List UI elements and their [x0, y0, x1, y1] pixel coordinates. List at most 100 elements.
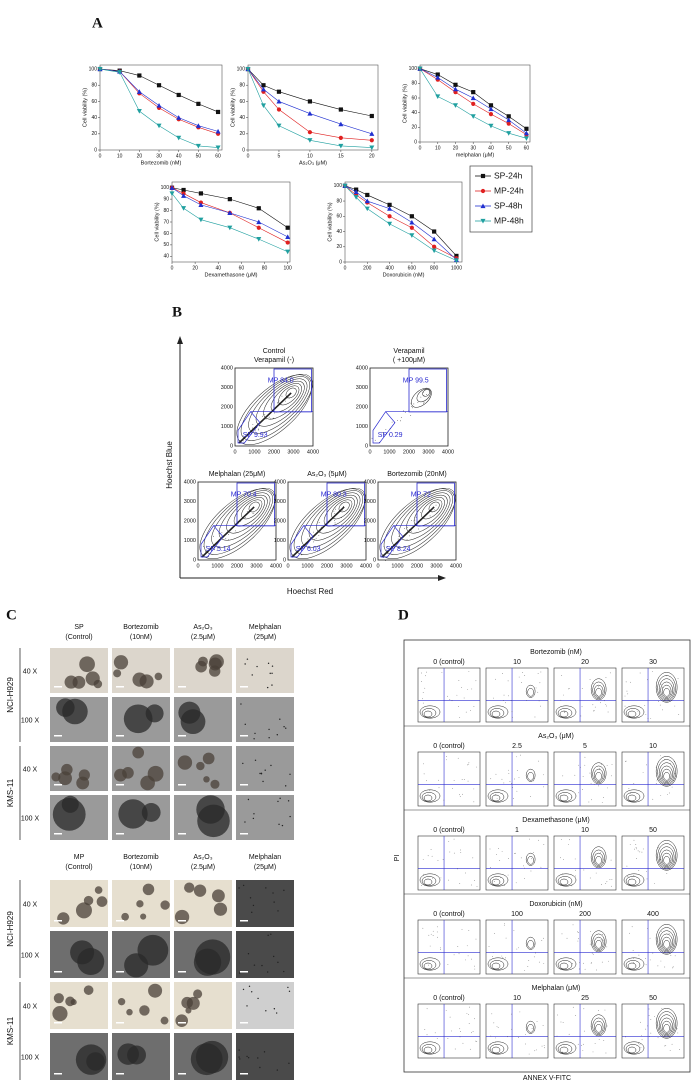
event-dot	[474, 965, 475, 967]
marker	[227, 197, 232, 202]
y-tick-label: 40	[411, 110, 417, 116]
x-tick-label: 4000	[270, 563, 282, 569]
cell-dot	[273, 1008, 276, 1010]
marker	[136, 109, 142, 114]
event-dot	[318, 535, 320, 536]
contour	[419, 957, 441, 971]
y-tick-label: 20	[336, 244, 342, 250]
column-header: (25μM)	[254, 634, 276, 641]
dose-label: 0 (control)	[433, 659, 465, 666]
event-dot	[673, 761, 675, 763]
cell-dot	[270, 933, 272, 935]
cell-line: KMS-11	[6, 1016, 15, 1045]
sp-gate	[290, 525, 314, 558]
event-dot	[562, 1051, 563, 1053]
event-dot	[468, 761, 470, 763]
event-dot	[493, 1022, 495, 1024]
event-dot	[592, 683, 594, 685]
colony	[51, 772, 61, 782]
event-dot	[637, 710, 639, 712]
event-dot	[284, 400, 286, 402]
colony	[140, 775, 155, 791]
colony	[58, 771, 72, 786]
event-dot	[276, 402, 278, 404]
marker	[156, 102, 162, 108]
event-dot	[253, 512, 255, 514]
event-dot	[371, 437, 373, 439]
colony	[96, 896, 108, 907]
event-dot	[571, 885, 573, 887]
event-dot	[400, 417, 402, 418]
event-dot	[492, 956, 493, 958]
event-dot	[538, 700, 540, 702]
contour	[293, 488, 366, 555]
event-dot	[426, 780, 427, 782]
y-tick-label: 4000	[274, 479, 286, 485]
marker	[256, 237, 262, 242]
event-dot	[475, 1040, 477, 1042]
event-dot	[593, 783, 595, 785]
mp-label: MP 84.0	[268, 377, 294, 384]
event-dot	[315, 537, 317, 539]
event-dot	[604, 1009, 606, 1011]
legend-marker	[480, 218, 486, 224]
cell-dot	[267, 662, 270, 665]
dose-label: 0 (control)	[433, 743, 465, 750]
event-dot	[675, 776, 677, 778]
x-tick-label: 2000	[231, 563, 243, 569]
flow-plot	[417, 835, 481, 891]
event-dot	[652, 952, 654, 954]
y-tick-label: 40	[91, 115, 97, 121]
cell-dot	[238, 972, 241, 974]
marker	[97, 66, 103, 72]
contour	[423, 962, 433, 970]
contour	[658, 930, 675, 953]
contour	[555, 1041, 577, 1055]
contour	[527, 940, 534, 949]
colony	[208, 657, 222, 671]
plot-title: Verapamil	[393, 348, 425, 355]
event-dot	[421, 672, 422, 674]
dose-label: 2.5	[512, 743, 522, 750]
event-dot	[516, 769, 518, 771]
x-tick-label: 30	[156, 153, 162, 159]
event-dot	[645, 958, 647, 959]
marker	[409, 219, 415, 225]
x-tick-label: 3000	[430, 563, 442, 569]
event-dot	[611, 885, 612, 887]
event-dot	[591, 799, 592, 801]
event-dot	[448, 841, 450, 843]
cell-dot	[273, 901, 275, 903]
y-tick-label: 20	[239, 131, 245, 137]
event-dot	[501, 955, 503, 957]
x-tick-label: 30	[470, 145, 476, 151]
event-dot	[636, 858, 637, 859]
event-dot	[199, 550, 201, 552]
event-dot	[538, 839, 539, 841]
flow-plot	[553, 751, 617, 807]
event-dot	[516, 790, 518, 792]
marker	[369, 145, 375, 151]
colony	[184, 882, 195, 893]
sp-gate	[372, 411, 396, 444]
event-dot	[474, 880, 475, 881]
panel-label: C	[6, 607, 17, 623]
event-dot	[453, 838, 455, 840]
event-dot	[527, 966, 529, 967]
contour	[623, 957, 645, 971]
event-dot	[418, 528, 420, 530]
colony	[213, 902, 228, 916]
contour	[661, 768, 672, 782]
event-dot	[584, 968, 586, 970]
contour	[489, 792, 505, 802]
event-dot	[580, 715, 582, 717]
event-dot	[592, 953, 594, 955]
panel-label: B	[172, 304, 182, 320]
event-dot	[505, 937, 507, 939]
event-dot	[447, 1038, 449, 1039]
event-dot	[655, 937, 657, 939]
event-dot	[647, 927, 648, 929]
event-dot	[590, 1026, 592, 1028]
event-dot	[462, 1042, 464, 1044]
event-dot	[265, 418, 267, 420]
